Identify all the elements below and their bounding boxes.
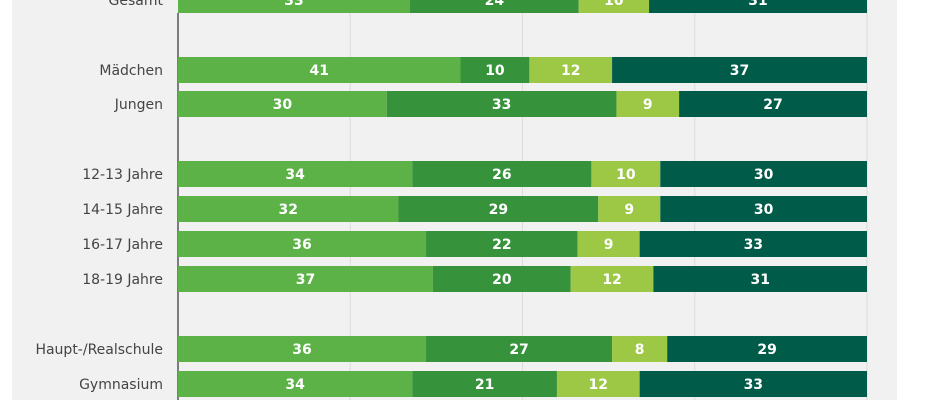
bar-segment bbox=[660, 161, 867, 187]
bar-segment bbox=[178, 0, 411, 13]
bar-segment bbox=[660, 196, 867, 222]
data-label: 34 bbox=[285, 167, 305, 183]
data-label: 30 bbox=[754, 167, 774, 183]
data-label: 24 bbox=[485, 0, 505, 9]
bar-segment bbox=[649, 0, 867, 13]
data-label: 30 bbox=[273, 97, 293, 113]
data-label: 33 bbox=[284, 0, 303, 9]
category-label: 12-13 Jahre bbox=[82, 167, 163, 183]
bar-segment bbox=[178, 161, 413, 187]
category-label: Gymnasium bbox=[79, 377, 163, 393]
bar-segment bbox=[612, 57, 867, 83]
bar-segment bbox=[616, 91, 680, 117]
data-label: 32 bbox=[278, 202, 297, 218]
bar-segment bbox=[570, 266, 654, 292]
data-label: 12 bbox=[602, 272, 621, 288]
bar-segment bbox=[178, 336, 427, 362]
data-label: 31 bbox=[750, 272, 769, 288]
data-label: 9 bbox=[624, 202, 634, 218]
data-label: 9 bbox=[643, 97, 653, 113]
data-label: 10 bbox=[485, 63, 505, 79]
bar-segment bbox=[460, 57, 530, 83]
data-label: 26 bbox=[492, 167, 511, 183]
bar-segment bbox=[598, 196, 661, 222]
bar-segment bbox=[178, 196, 399, 222]
category-label: Mädchen bbox=[99, 63, 163, 79]
data-label: 34 bbox=[285, 377, 305, 393]
data-label: 41 bbox=[310, 63, 329, 79]
bar-segment bbox=[412, 371, 557, 397]
category-label: 14-15 Jahre bbox=[82, 202, 163, 218]
category-label: Gesamt bbox=[109, 0, 164, 9]
data-label: 21 bbox=[475, 377, 494, 393]
data-label: 37 bbox=[730, 63, 749, 79]
bar-segment bbox=[432, 266, 571, 292]
data-label: 29 bbox=[489, 202, 508, 218]
bar-segment bbox=[178, 371, 413, 397]
bar-segment bbox=[667, 336, 867, 362]
data-label: 33 bbox=[744, 237, 763, 253]
bar-segment bbox=[386, 91, 617, 117]
data-label: 10 bbox=[616, 167, 636, 183]
data-label: 8 bbox=[635, 342, 645, 358]
bar-segment bbox=[639, 231, 867, 257]
bar-segment bbox=[398, 196, 599, 222]
data-label: 37 bbox=[296, 272, 315, 288]
data-label: 33 bbox=[492, 97, 511, 113]
bar-segment bbox=[653, 266, 867, 292]
data-label: 31 bbox=[748, 0, 767, 9]
bar-segment bbox=[426, 231, 578, 257]
data-label: 22 bbox=[492, 237, 511, 253]
bar-segment bbox=[426, 336, 613, 362]
data-label: 33 bbox=[744, 377, 763, 393]
bar-segment bbox=[178, 57, 461, 83]
data-label: 36 bbox=[292, 237, 311, 253]
bar-segment bbox=[612, 336, 668, 362]
bar-segment bbox=[639, 371, 867, 397]
category-label: Jungen bbox=[114, 97, 163, 113]
data-label: 9 bbox=[604, 237, 614, 253]
bar-segment bbox=[412, 161, 592, 187]
bar-segment bbox=[529, 57, 613, 83]
bar-segment bbox=[679, 91, 867, 117]
bar-segment bbox=[410, 0, 579, 13]
bar-segment bbox=[178, 91, 387, 117]
data-label: 27 bbox=[763, 97, 782, 113]
bar-segment bbox=[577, 231, 640, 257]
bar-segment bbox=[556, 371, 640, 397]
data-label: 12 bbox=[589, 377, 608, 393]
data-label: 12 bbox=[561, 63, 580, 79]
data-label: 20 bbox=[492, 272, 512, 288]
data-label: 29 bbox=[757, 342, 776, 358]
data-label: 30 bbox=[754, 202, 774, 218]
bar-segment bbox=[591, 161, 661, 187]
category-label: 16-17 Jahre bbox=[82, 237, 163, 253]
data-label: 36 bbox=[292, 342, 311, 358]
data-label: 27 bbox=[509, 342, 528, 358]
bar-segment bbox=[578, 0, 650, 13]
bar-segment bbox=[178, 266, 433, 292]
data-label: 10 bbox=[604, 0, 624, 9]
category-label: Haupt-/Realschule bbox=[35, 342, 163, 358]
bar-segment bbox=[178, 231, 427, 257]
category-label: 18-19 Jahre bbox=[82, 272, 163, 288]
